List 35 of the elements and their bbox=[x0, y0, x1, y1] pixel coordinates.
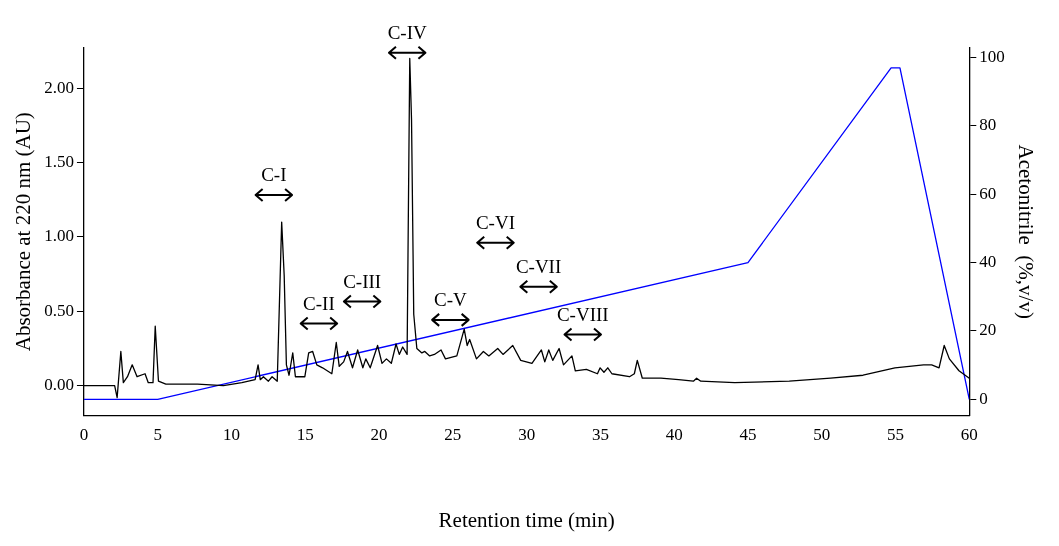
y-tick-label: 0.50 bbox=[44, 300, 74, 320]
x-tick-label: 25 bbox=[444, 425, 462, 445]
y-tick-label: 2.00 bbox=[44, 77, 74, 97]
x-tick-label: 30 bbox=[518, 425, 536, 445]
y-tick-label: 1.00 bbox=[44, 226, 74, 246]
y-axis-title: Absorbance at 220 nm (AU) bbox=[11, 112, 36, 352]
y2-tick-label: 80 bbox=[979, 115, 997, 135]
y2-axis-title: Acetonitrile (%,v/v) bbox=[1013, 144, 1038, 319]
y2-tick-label: 40 bbox=[979, 252, 997, 272]
y2-tick-label: 0 bbox=[979, 388, 988, 408]
y2-tick-label: 20 bbox=[979, 320, 997, 340]
y-tick-label: 0.00 bbox=[44, 375, 74, 395]
annotation: C-VII bbox=[515, 256, 562, 278]
y-tick-label: 1.50 bbox=[44, 152, 74, 171]
text: C-IV bbox=[387, 22, 427, 44]
x-axis-title: Retention time (min) bbox=[438, 507, 615, 532]
x-tick-label: 15 bbox=[296, 425, 314, 445]
x-tick-label: 60 bbox=[960, 425, 978, 445]
x-tick-label: 20 bbox=[370, 425, 388, 445]
y2-tick-label: 60 bbox=[979, 183, 997, 203]
x-tick-label: 0 bbox=[79, 425, 89, 445]
annotation: C-VIII bbox=[556, 304, 609, 326]
x-tick-label: 45 bbox=[739, 425, 757, 445]
x-tick-label: 55 bbox=[887, 425, 905, 445]
annotation: C-III bbox=[343, 270, 382, 292]
x-tick-label: 10 bbox=[223, 425, 241, 445]
x-tick-label: 40 bbox=[665, 425, 683, 445]
x-tick-label: 35 bbox=[591, 425, 609, 445]
annotation: C-I bbox=[261, 164, 287, 186]
annotation: C-VI bbox=[475, 212, 515, 234]
annotation: C-V bbox=[434, 289, 468, 311]
x-tick-label: 5 bbox=[153, 425, 162, 445]
annotation: C-II bbox=[303, 293, 335, 315]
x-tick-label: 50 bbox=[813, 425, 831, 445]
y2-tick-label: 100 bbox=[979, 47, 1005, 67]
